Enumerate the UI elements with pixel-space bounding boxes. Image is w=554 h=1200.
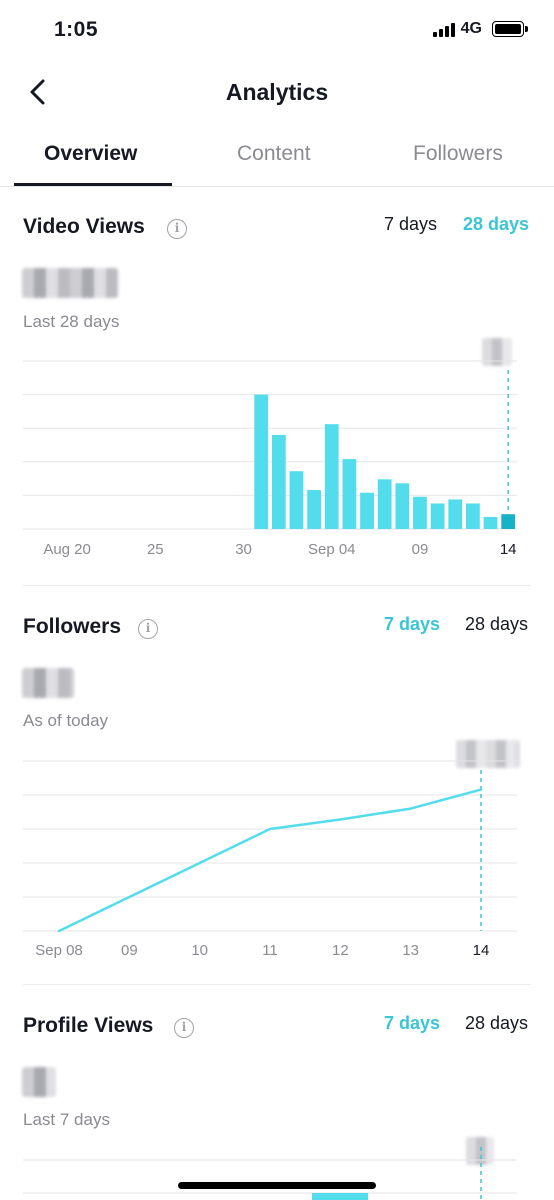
info-icon[interactable]: i [138, 619, 158, 639]
header: Analytics [0, 60, 554, 124]
status-bar: 1:05 4G [0, 0, 554, 60]
bar[interactable] [360, 492, 374, 529]
profile-views-title: Profile Views [23, 1014, 154, 1037]
x-tick-label: 09 [121, 942, 138, 959]
profile-views-chart [23, 1147, 517, 1200]
chevron-left-icon [30, 79, 45, 105]
range-7-days[interactable]: 7 days [384, 614, 441, 634]
followers-title: Followers [23, 615, 122, 638]
profile-views-section: Profile Views i 7 days 28 days Last 7 da… [0, 987, 554, 1200]
tab-bar: Overview Content Followers [0, 124, 554, 187]
range-28-days[interactable]: 28 days [465, 1013, 529, 1033]
status-icons: 4G [432, 20, 528, 38]
blurred-profile-views [22, 1067, 56, 1097]
bar[interactable] [483, 516, 498, 529]
blurred-follower-count [22, 668, 74, 698]
range-28-days[interactable]: 28 days [465, 614, 529, 634]
x-tick-label: 10 [191, 942, 208, 959]
network-label: 4G [460, 20, 482, 37]
home-indicator [178, 1182, 376, 1189]
x-tick-label: Sep 08 [35, 942, 83, 959]
bar[interactable] [271, 434, 286, 529]
page-title: Analytics [225, 79, 329, 105]
range-7-days[interactable]: 7 days [384, 1013, 441, 1033]
x-tick-label: 12 [332, 942, 349, 959]
bar[interactable] [254, 394, 269, 529]
bar[interactable] [466, 503, 480, 529]
bar[interactable] [430, 503, 445, 529]
blurred-tooltip [456, 740, 520, 768]
x-tick-label: 09 [412, 541, 429, 558]
x-tick-label: 14 [473, 942, 490, 959]
x-tick-label: 14 [500, 541, 517, 558]
status-time: 1:05 [54, 18, 99, 41]
bar[interactable] [289, 471, 304, 529]
info-icon[interactable]: i [167, 219, 187, 239]
battery-icon [492, 21, 528, 37]
bar[interactable] [501, 514, 516, 529]
section-divider [23, 984, 531, 985]
section-divider [23, 585, 531, 586]
blurred-total-views [22, 268, 118, 298]
range-28-days[interactable]: 28 days [463, 214, 530, 234]
x-tick-label: Aug 20 [43, 541, 91, 558]
bar[interactable] [448, 499, 463, 529]
video-views-sub-label: Last 28 days [23, 312, 120, 331]
tab-content[interactable]: Content [237, 142, 311, 165]
range-7-days[interactable]: 7 days [384, 214, 438, 234]
back-button[interactable] [20, 74, 56, 110]
bar[interactable] [307, 490, 321, 529]
followers-chart: Sep 08 09 10 11 12 13 14 [23, 760, 517, 959]
bar[interactable] [413, 496, 427, 529]
active-tab-indicator [14, 183, 172, 186]
bar[interactable] [324, 424, 339, 529]
video-views-chart: Aug 20 25 30 Sep 04 09 14 [23, 360, 517, 558]
x-tick-label: Sep 04 [308, 541, 356, 558]
bar[interactable] [377, 479, 392, 529]
followers-sub-label: As of today [23, 711, 109, 730]
info-icon[interactable]: i [174, 1018, 194, 1038]
x-tick-label: 11 [262, 942, 278, 959]
video-views-section: Video Views i 7 days 28 days Last 28 day… [0, 188, 554, 588]
video-views-title: Video Views [23, 215, 145, 238]
x-tick-label: 25 [147, 541, 164, 558]
bar[interactable] [395, 483, 410, 529]
bar[interactable] [342, 459, 357, 529]
followers-section: Followers i 7 days 28 days As of today S… [0, 588, 554, 988]
profile-views-sub-label: Last 7 days [23, 1110, 110, 1129]
tab-overview[interactable]: Overview [44, 142, 138, 165]
x-tick-label: 13 [402, 942, 419, 959]
tab-followers[interactable]: Followers [413, 142, 503, 165]
x-tick-label: 30 [235, 541, 252, 558]
followers-line [57, 788, 483, 933]
signal-icon [432, 21, 455, 37]
